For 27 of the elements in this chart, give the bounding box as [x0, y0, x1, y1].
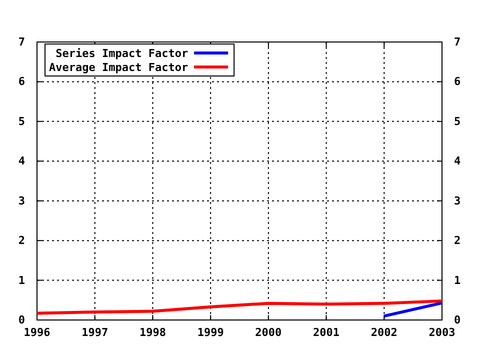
x-tick-label: 1999	[197, 326, 224, 339]
y-tick-label: 1	[18, 274, 26, 287]
y-tick-label: 2	[18, 234, 25, 248]
line-series	[36, 299, 444, 315]
y-tick-label: 7	[18, 36, 25, 49]
x-tick-label: 1997	[82, 326, 108, 339]
x-tick-label: 1996	[24, 326, 51, 339]
y2-tick-label: 0	[454, 314, 461, 327]
y2-tick-label: 5	[454, 114, 461, 128]
x-tick-label: 2003	[428, 326, 456, 339]
y-tick-label: 0	[18, 314, 25, 327]
x-tick-label: 2002	[370, 326, 398, 339]
y2-tick-label: 7	[454, 36, 461, 49]
y-tick-label: 5	[18, 114, 25, 128]
x-tick-label: 2000	[255, 326, 282, 339]
y2-tick-label: 1	[454, 274, 461, 287]
y2-tick-label: 2	[454, 234, 461, 248]
legend-label: Series Impact Factor	[56, 47, 188, 60]
y-tick-label: 4	[18, 154, 26, 168]
y2-tick-label: 4	[454, 154, 461, 168]
legend-label: Average Impact Factor	[49, 61, 188, 74]
y-tick-label: 6	[18, 75, 26, 88]
y-tick-label: 3	[18, 194, 25, 208]
y2-tick-label: 3	[454, 194, 461, 208]
x-tick-label: 1998	[139, 326, 166, 339]
y2-tick-label: 6	[454, 75, 461, 88]
x-tick-label: 2001	[313, 326, 340, 339]
